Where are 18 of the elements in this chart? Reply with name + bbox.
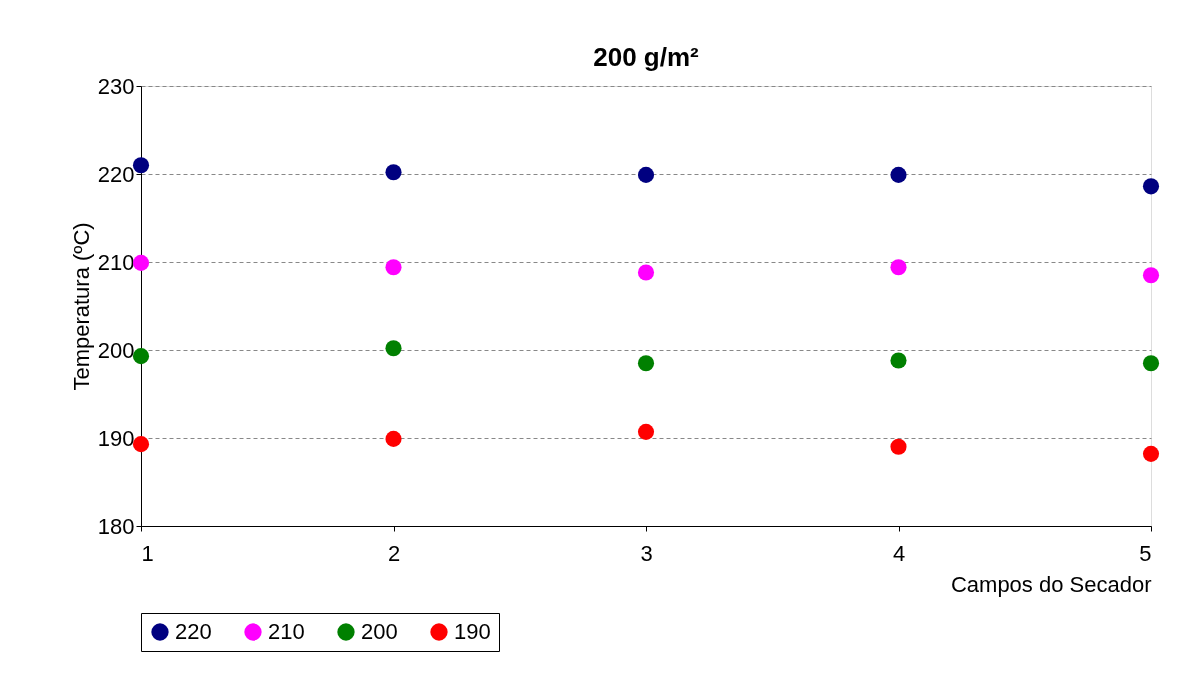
y-tick-label: 180 [97, 513, 135, 539]
y-tick-label: 230 [97, 73, 135, 99]
legend-label: 200 [361, 619, 398, 644]
x-tick-label: 2 [387, 540, 401, 566]
y-tick-label: 190 [97, 425, 135, 451]
y-tick-label: 200 [97, 337, 135, 363]
legend-label: 210 [268, 619, 305, 644]
x-axis-title: Campos do Secador [950, 571, 1152, 597]
y-axis-title: Temperatura (ºC) [68, 222, 94, 391]
legend-label: 190 [454, 619, 491, 644]
y-tick-label: 220 [97, 161, 135, 187]
legend-label: 220 [175, 619, 212, 644]
chart-title: 200 g/m² [593, 42, 700, 72]
x-tick-label: 4 [892, 540, 906, 566]
x-tick-label: 3 [640, 540, 653, 566]
x-tick-label: 1 [141, 540, 154, 566]
y-tick-label: 210 [97, 249, 135, 275]
x-tick-label: 5 [1139, 540, 1152, 566]
